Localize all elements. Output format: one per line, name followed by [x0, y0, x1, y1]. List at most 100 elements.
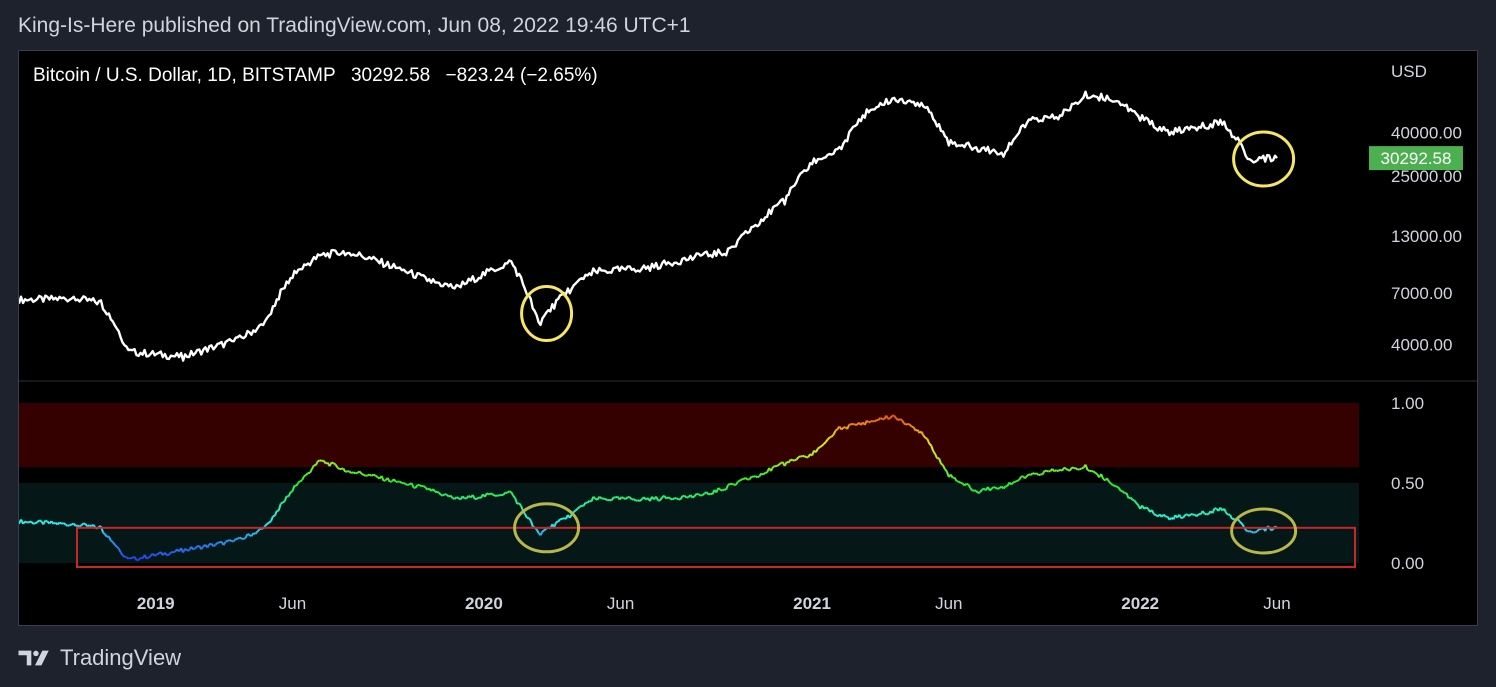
osc-segment	[754, 475, 758, 479]
osc-segment	[1051, 468, 1056, 473]
osc-segment	[702, 492, 706, 496]
osc-segment	[350, 471, 354, 474]
osc-segment	[372, 473, 377, 477]
osc-segment	[819, 445, 823, 449]
osc-segment	[757, 475, 760, 479]
osc-segment	[154, 553, 158, 557]
price-tick-label: 40000.00	[1391, 124, 1462, 143]
osc-segment	[254, 531, 259, 535]
legend-symbol: Bitcoin / U.S. Dollar, 1D, BITSTAMP	[33, 65, 336, 86]
chart-svg[interactable]: USD 40000.00 25000.00 13000.00 7000.00 4000.0…	[19, 51, 1477, 625]
osc-segment	[1100, 473, 1105, 480]
osc-segment	[418, 484, 422, 487]
price-tick-label: 7000.00	[1391, 284, 1452, 303]
osc-segment	[303, 474, 307, 477]
osc-segment	[618, 496, 623, 501]
osc-segment	[1129, 496, 1134, 501]
osc-segment	[953, 477, 958, 482]
osc-segment	[424, 486, 429, 491]
osc-segment	[1028, 473, 1032, 476]
x-tick-label: 2019	[137, 594, 175, 613]
osc-segment	[877, 417, 882, 421]
x-tick-label: Jun	[607, 594, 634, 613]
osc-segment	[456, 496, 460, 500]
osc-segment	[998, 485, 1003, 489]
osc-segment	[727, 482, 731, 486]
osc-segment	[403, 482, 407, 486]
osc-segment	[682, 494, 685, 498]
osc-segment	[299, 479, 303, 483]
osc-segment	[866, 419, 870, 424]
osc-segment	[1057, 468, 1061, 472]
osc-segment	[1117, 487, 1122, 492]
osc-segment	[903, 422, 907, 426]
osc-segment	[273, 510, 278, 516]
osc-segment	[887, 417, 891, 420]
osc-segment	[90, 523, 94, 528]
osc-segment	[979, 489, 983, 493]
osc-segment	[184, 547, 188, 552]
osc-segment	[885, 415, 890, 420]
osc-segment	[256, 528, 261, 533]
current-price-badge	[1369, 146, 1463, 171]
osc-segment	[1145, 506, 1149, 510]
osc-segment	[778, 462, 782, 466]
osc-segment	[667, 496, 671, 500]
osc-segment	[314, 460, 319, 466]
osc-segment	[1014, 479, 1018, 483]
osc-segment	[332, 462, 336, 466]
osc-segment	[1081, 466, 1085, 470]
osc-segment	[283, 495, 288, 502]
legend-change: −823.24 (−2.65%)	[445, 65, 598, 86]
osc-segment	[1256, 528, 1261, 532]
osc-segment	[786, 460, 790, 464]
footer-brand: TradingView	[60, 645, 182, 670]
osc-segment	[725, 484, 730, 491]
osc-segment	[561, 517, 565, 520]
osc-segment	[1002, 485, 1007, 490]
osc-segment	[700, 494, 703, 497]
osc-segment	[776, 463, 780, 467]
osc-segment	[907, 423, 911, 426]
osc-segment	[356, 470, 360, 474]
osc-segment	[840, 426, 845, 431]
osc-segment	[1186, 513, 1190, 517]
osc-segment	[317, 459, 321, 462]
osc-segment	[846, 424, 851, 430]
osc-segment	[610, 496, 615, 501]
osc-segment	[151, 552, 156, 557]
osc-segment	[1251, 530, 1254, 534]
osc-segment	[370, 473, 375, 477]
osc-segment	[958, 480, 962, 484]
osc-segment	[770, 466, 774, 472]
osc-segment	[32, 522, 36, 525]
osc-segment	[237, 536, 241, 540]
osc-segment	[582, 502, 587, 507]
osc-segment	[520, 505, 524, 512]
osc-segment	[575, 507, 579, 512]
osc-segment	[426, 487, 430, 491]
osc-segment	[721, 488, 725, 492]
osc-segment	[56, 521, 61, 526]
osc-segment	[277, 503, 282, 511]
osc-segment	[1110, 482, 1114, 486]
osc-segment	[879, 416, 883, 421]
osc-segment	[589, 499, 592, 503]
x-tick-label: Jun	[279, 594, 306, 613]
osc-segment	[823, 441, 827, 445]
osc-segment	[301, 475, 306, 481]
osc-segment	[1194, 513, 1198, 518]
osc-segment	[524, 513, 528, 519]
osc-segment	[156, 552, 160, 556]
osc-segment	[214, 542, 219, 546]
osc-segment	[492, 493, 496, 497]
osc-segment	[1249, 530, 1252, 533]
osc-segment	[1071, 466, 1075, 470]
price-tick-label: 4000.00	[1391, 336, 1452, 355]
osc-segment	[140, 556, 143, 560]
osc-segment	[243, 536, 247, 540]
osc-segment	[453, 496, 458, 500]
chart-frame[interactable]: USD 40000.00 25000.00 13000.00 7000.00 4000.0…	[18, 50, 1478, 626]
osc-segment	[843, 426, 846, 429]
osc-segment	[297, 480, 301, 484]
